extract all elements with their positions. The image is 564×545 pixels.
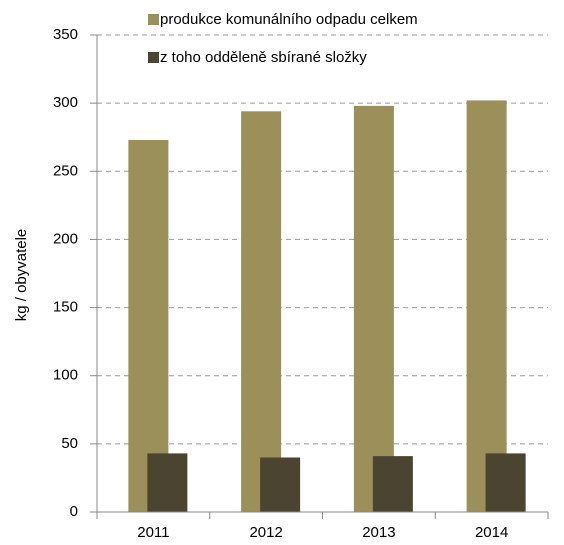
bar (353, 105, 394, 513)
bar (147, 453, 188, 512)
bar (466, 100, 507, 512)
y-tick-label: 50 (61, 435, 78, 452)
x-tick-label: 2011 (137, 524, 169, 541)
y-tick-label: 200 (53, 230, 78, 247)
y-tick-label: 300 (53, 94, 78, 111)
bar (128, 139, 169, 512)
x-tick-label: 2012 (249, 524, 282, 541)
y-tick-label: 0 (70, 503, 78, 520)
legend-swatch (148, 14, 159, 25)
x-tick-label: 2013 (362, 524, 395, 541)
x-tick-label: 2014 (475, 524, 508, 541)
y-axis-label: kg / obyvatele (13, 229, 30, 322)
bar (372, 456, 413, 512)
bar (260, 457, 301, 512)
bar (485, 453, 526, 512)
y-tick-label: 100 (53, 367, 78, 384)
legend-label: produkce komunálního odpadu celkem (160, 11, 418, 28)
y-tick-label: 250 (53, 162, 78, 179)
y-tick-label: 150 (53, 299, 78, 316)
legend-label: z toho odděleně sbírané složky (160, 49, 367, 66)
bar (241, 111, 282, 512)
legend-swatch (148, 52, 159, 63)
y-tick-label: 350 (53, 26, 78, 43)
